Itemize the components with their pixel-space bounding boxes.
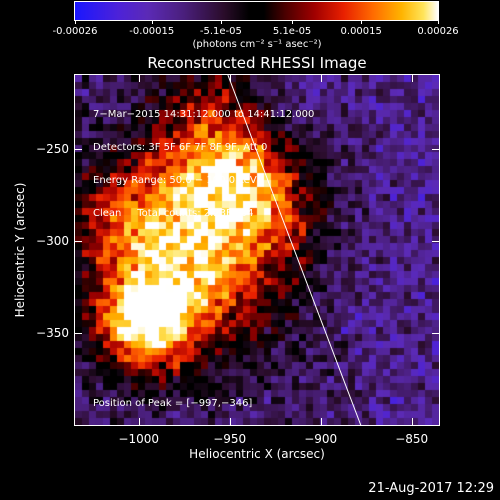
x-axis-tick <box>411 75 413 82</box>
x-axis-tick <box>411 418 413 425</box>
y-axis-tick <box>432 240 439 242</box>
y-tick-label: −350 <box>36 325 69 340</box>
x-axis-tick <box>320 418 322 425</box>
colorbar-tick <box>75 20 76 24</box>
colorbar-tick <box>151 20 153 24</box>
colorbar-tick <box>361 20 363 24</box>
y-tick-label: −300 <box>36 233 69 248</box>
x-axis-tick <box>229 75 231 82</box>
timestamp: 21-Aug-2017 12:29 <box>368 481 494 496</box>
colorbar-tick-label: 0.00015 <box>340 26 382 37</box>
x-tick-label: −850 <box>395 432 429 446</box>
plot-area: 7−Mar−2015 14:31:12.000 to 14:41:12.000 … <box>74 74 440 426</box>
colorbar-gradient <box>75 2 438 20</box>
colorbar <box>74 1 439 21</box>
limb-overlay <box>227 75 362 425</box>
y-axis-tick <box>75 148 82 150</box>
colorbar-unit-label: (photons cm⁻² s⁻¹ asec⁻²) <box>192 39 322 50</box>
colorbar-tick-label: 0.00026 <box>417 26 459 37</box>
annotation-peak-position: Position of Peak = [−997,−346] <box>93 398 253 409</box>
y-axis-tick <box>75 240 82 242</box>
solar-limb-line <box>227 75 362 425</box>
colorbar-tick-label: -0.00015 <box>129 26 175 37</box>
y-axis-tick <box>432 332 439 334</box>
x-axis-tick <box>138 418 140 425</box>
y-tick-label: −250 <box>36 141 69 156</box>
annotation-energy-range: Energy Range: 50.0 − 100.0 keV <box>93 175 257 186</box>
y-axis-label: Heliocentric Y (arcsec) <box>13 182 27 318</box>
heatmap-image <box>75 75 439 425</box>
chart-title: Reconstructed RHESSI Image <box>147 54 367 72</box>
colorbar-tick <box>292 20 294 24</box>
x-axis-tick <box>138 75 140 82</box>
annotation-total-counts: Clean Total counts: 2.23E+04 <box>93 208 254 219</box>
x-tick-label: −1000 <box>118 432 159 446</box>
colorbar-tick-label: -0.00026 <box>52 26 98 37</box>
annotation-detectors: Detectors: 3F 5F 6F 7F 8F 9F, Att 0 <box>93 142 268 153</box>
colorbar-tick <box>438 20 439 24</box>
colorbar-tick-label: -5.1e-05 <box>199 26 242 37</box>
x-tick-label: −950 <box>213 432 247 446</box>
x-axis-tick <box>320 75 322 82</box>
y-axis-tick <box>432 148 439 150</box>
colorbar-tick <box>220 20 222 24</box>
annotation-time-range: 7−Mar−2015 14:31:12.000 to 14:41:12.000 <box>93 109 315 120</box>
x-axis-tick <box>229 418 231 425</box>
y-axis-tick <box>75 332 82 334</box>
x-axis-label: Heliocentric X (arcsec) <box>189 447 325 461</box>
colorbar-tick-label: 5.1e-05 <box>272 26 312 37</box>
x-tick-label: −900 <box>304 432 338 446</box>
